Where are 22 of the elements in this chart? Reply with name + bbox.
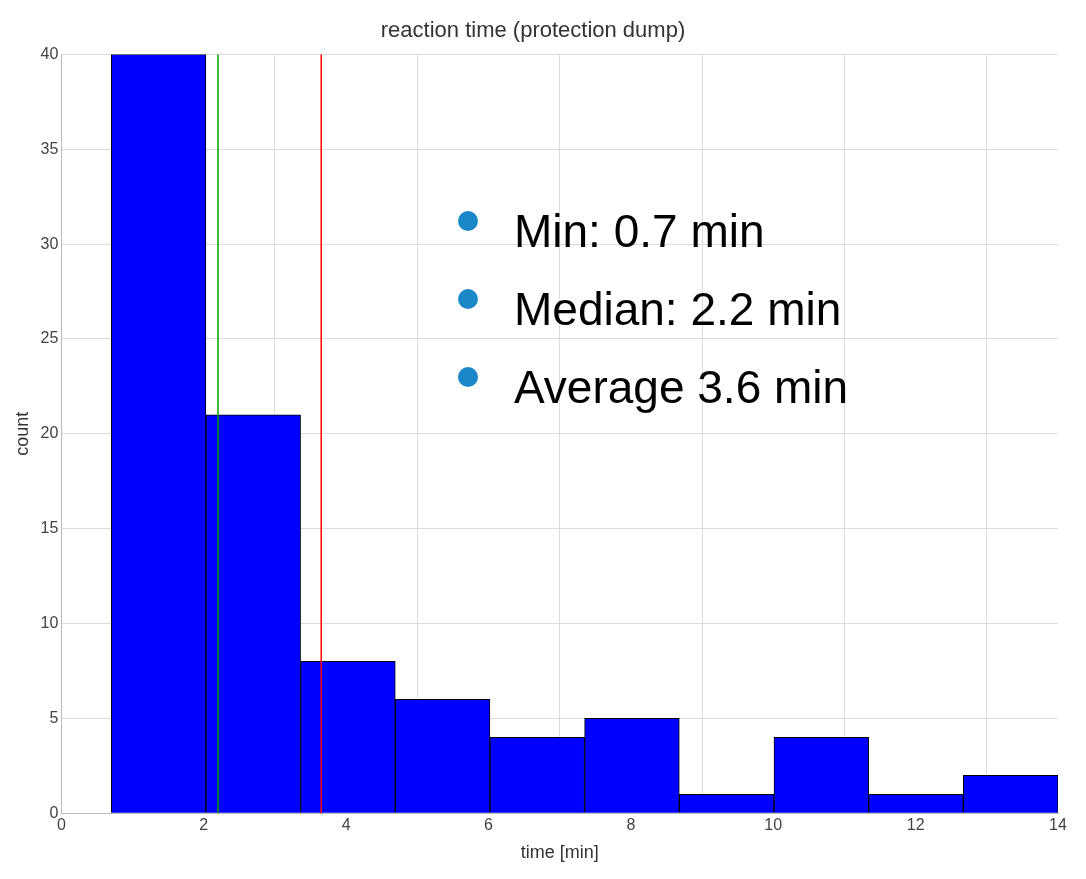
annotation: Median: 2.2 min [514,282,842,337]
x-axis-title: time [min] [520,842,599,863]
y-tick-label: 15 [40,519,59,537]
y-tick-label: 5 [49,708,59,726]
y-tick-label: 20 [40,424,59,442]
annotation: Min: 0.7 min [514,204,765,259]
y-tick-label: 35 [40,139,59,157]
y-tick-label: 10 [40,613,59,631]
x-tick-label: 12 [906,816,925,834]
chart-title: reaction time (protection dump) [380,17,686,43]
y-tick-label: 0 [49,803,59,821]
x-tick-label: 2 [199,816,209,834]
x-tick-label: 8 [626,816,636,834]
y-tick-label: 25 [40,329,59,347]
y-axis-title: count [11,411,32,456]
x-tick-label: 10 [764,816,783,834]
x-tick-label: 14 [1049,816,1067,834]
annotation: Average 3.6 min [514,360,849,415]
y-tick-label: 30 [40,234,59,252]
y-tick-label: 40 [40,44,59,62]
x-tick-label: 4 [341,816,351,834]
x-tick-label: 6 [484,816,494,834]
